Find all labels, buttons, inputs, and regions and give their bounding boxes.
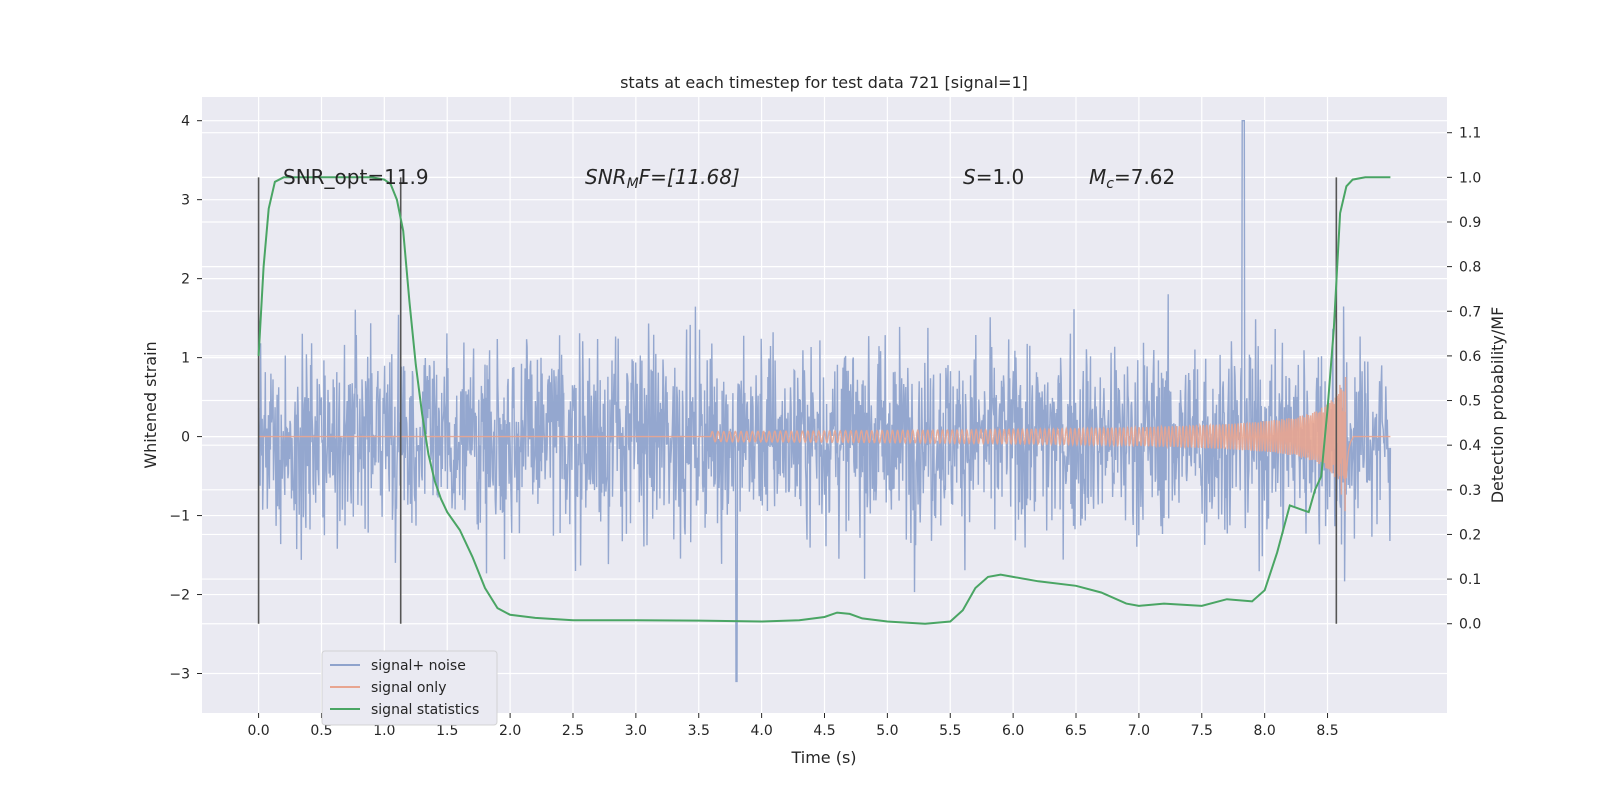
annotation-mc: Mc=7.62 <box>1089 165 1175 192</box>
y-right-tick-label: 0.5 <box>1459 394 1481 410</box>
series-signal-only <box>258 376 1391 512</box>
y-left-tick-label: −1 <box>169 509 190 525</box>
y-left-tick-label: 4 <box>181 114 190 130</box>
annotations: SNR_opt=11.9 SNRMF=[11.68] S=1.0 Mc=7.62 <box>283 165 1175 192</box>
x-tick-label: 7.0 <box>1128 723 1150 739</box>
y-right-tick-label: 0.8 <box>1459 260 1481 276</box>
vertical-markers <box>257 177 1338 624</box>
x-tick-label: 8.0 <box>1254 723 1276 739</box>
legend-label-signal-statistics: signal statistics <box>371 702 479 718</box>
x-tick-label: 3.5 <box>688 723 710 739</box>
x-tick-label: 2.0 <box>499 723 521 739</box>
x-tick-label: 0.0 <box>247 723 269 739</box>
x-axis-label: Time (s) <box>790 748 856 767</box>
y-right-tick-label: 0.9 <box>1459 215 1481 231</box>
x-tick-label: 8.5 <box>1316 723 1338 739</box>
annotation-snr-mf: SNRMF=[11.68] <box>585 165 740 192</box>
y-right-tick-label: 0.4 <box>1459 438 1481 454</box>
y-right-tick-label: 1.1 <box>1459 126 1481 142</box>
x-tick-label: 4.5 <box>813 723 835 739</box>
y-left-tick-label: 2 <box>181 272 190 288</box>
signal-only-line <box>258 376 1391 512</box>
legend-label-signal-only: signal only <box>371 680 446 696</box>
y-axis-label-right: Detection probability/MF <box>1488 307 1507 504</box>
y-right-tick-label: 1.0 <box>1459 170 1481 186</box>
series-signal-statistics <box>257 176 1391 625</box>
x-tick-label: 5.0 <box>876 723 898 739</box>
y-right-tick-label: 0.6 <box>1459 349 1481 365</box>
annotation-snr-opt: SNR_opt=11.9 <box>283 165 429 189</box>
x-tick-label: 2.5 <box>562 723 584 739</box>
y-right-tick-label: 0.1 <box>1459 572 1481 588</box>
x-tick-label: 6.5 <box>1065 723 1087 739</box>
y-left-tick-label: −2 <box>169 588 190 604</box>
y-left-tick-label: 3 <box>181 193 190 209</box>
y-left-tick-label: −3 <box>169 667 190 683</box>
x-tick-label: 4.0 <box>750 723 772 739</box>
x-tick-label: 3.0 <box>625 723 647 739</box>
annotation-s: S=1.0 <box>963 165 1024 189</box>
signal-statistics-line <box>257 176 1391 625</box>
tick-labels: 0.0 0.5 1.0 1.5 2.0 2.5 3.0 3.5 4.0 4.5 5.0 5.5 6.0 6… <box>169 114 1481 739</box>
y-left-tick-label: 1 <box>181 351 190 367</box>
x-tick-label: 1.0 <box>373 723 395 739</box>
x-tick-label: 5.5 <box>939 723 961 739</box>
legend-label-signal-noise: signal+ noise <box>371 658 466 674</box>
y-axis-label-left: Whitened strain <box>141 341 160 468</box>
x-tick-label: 1.5 <box>436 723 458 739</box>
legend: signal+ noise signal only signal statist… <box>321 650 498 726</box>
x-tick-label: 7.5 <box>1191 723 1213 739</box>
y-right-tick-label: 0.3 <box>1459 483 1481 499</box>
y-right-tick-label: 0.0 <box>1459 617 1481 633</box>
chart-title: stats at each timestep for test data 721… <box>620 73 1028 92</box>
y-left-tick-label: 0 <box>181 430 190 446</box>
x-tick-label: 6.0 <box>1002 723 1024 739</box>
y-right-tick-label: 0.7 <box>1459 304 1481 320</box>
legend-box <box>321 650 498 726</box>
x-tick-label: 0.5 <box>310 723 332 739</box>
y-right-tick-label: 0.2 <box>1459 527 1481 543</box>
